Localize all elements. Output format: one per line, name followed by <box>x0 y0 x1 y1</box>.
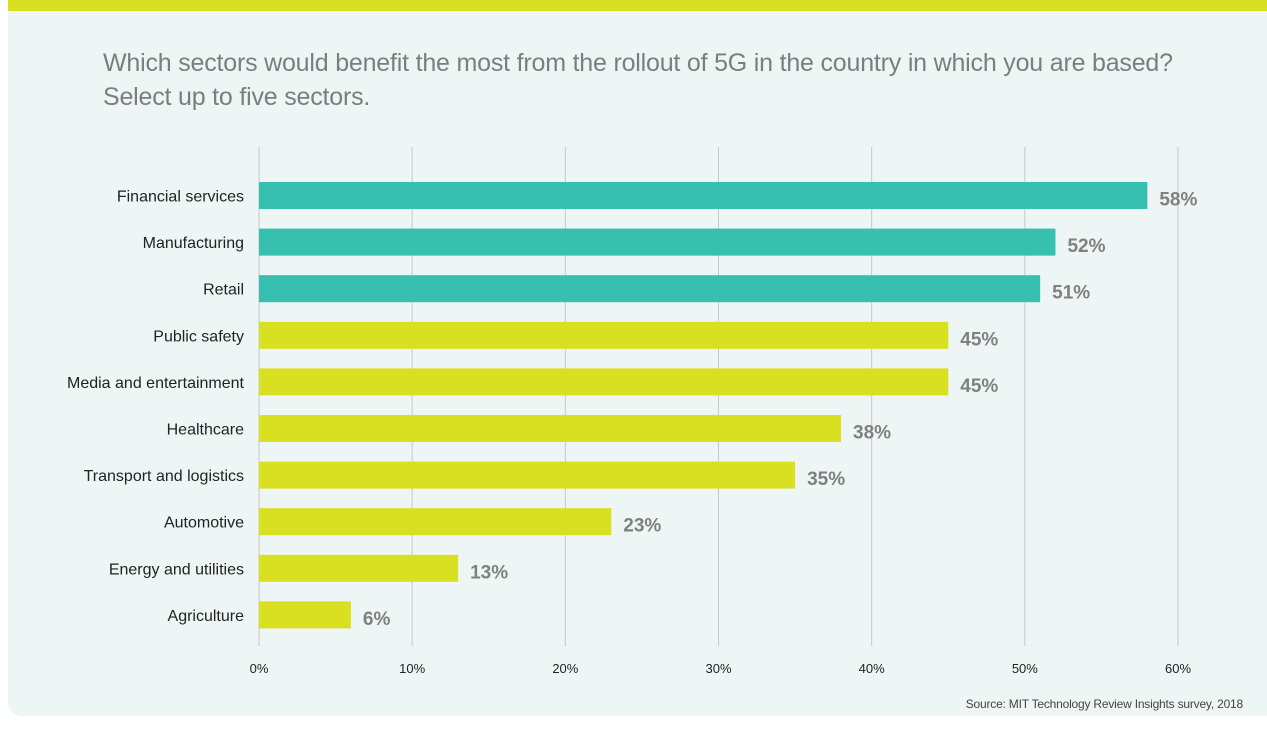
x-tick-label: 40% <box>859 661 885 676</box>
value-label: 52% <box>1067 236 1105 257</box>
bar-chart: 0% 10% 20% 30% 40% 50% 60% Financial services 58… <box>67 147 1198 677</box>
value-label: 23% <box>623 516 661 537</box>
category-label: Automotive <box>164 515 244 532</box>
bar <box>259 601 351 629</box>
bar <box>259 182 1148 209</box>
value-label: 51% <box>1052 283 1090 304</box>
category-label: Healthcare <box>167 422 244 439</box>
category-label: Transport and logistics <box>84 468 244 485</box>
x-tick-label: 0% <box>250 661 269 676</box>
x-tick-label: 10% <box>399 661 425 676</box>
x-tick-label: 30% <box>705 661 731 676</box>
labels: 0% 10% 20% 30% 40% 50% 60% Financial services 58… <box>67 189 1198 677</box>
value-label: 13% <box>470 562 508 583</box>
chart-card: Which sectors would benefit the most fro… <box>8 0 1267 716</box>
value-label: 45% <box>960 376 998 397</box>
chart-title: Which sectors would benefit the most fro… <box>103 49 1173 111</box>
source-note: Source: MIT Technology Review Insights s… <box>965 697 1243 711</box>
bar <box>259 321 949 349</box>
bars <box>259 182 1148 629</box>
category-label: Retail <box>203 282 244 299</box>
bar <box>259 275 1041 303</box>
category-label: Public safety <box>153 328 244 345</box>
bar <box>259 368 949 396</box>
bar <box>259 415 842 442</box>
value-label: 35% <box>807 469 845 490</box>
bar <box>259 228 1056 256</box>
bar <box>259 461 796 489</box>
category-label: Financial services <box>117 189 244 206</box>
bar <box>259 508 612 536</box>
value-label: 6% <box>363 609 391 630</box>
x-tick-label: 20% <box>552 661 578 676</box>
category-label: Agriculture <box>168 608 245 625</box>
value-label: 45% <box>960 329 998 350</box>
category-label: Energy and utilities <box>109 561 244 578</box>
category-label: Media and entertainment <box>67 375 245 392</box>
x-tick-label: 50% <box>1012 661 1038 676</box>
bar <box>259 554 459 582</box>
x-tick-label: 60% <box>1165 661 1191 676</box>
value-label: 38% <box>853 423 891 444</box>
top-accent-band <box>8 0 1267 11</box>
category-label: Manufacturing <box>143 235 244 252</box>
value-label: 58% <box>1159 190 1197 211</box>
